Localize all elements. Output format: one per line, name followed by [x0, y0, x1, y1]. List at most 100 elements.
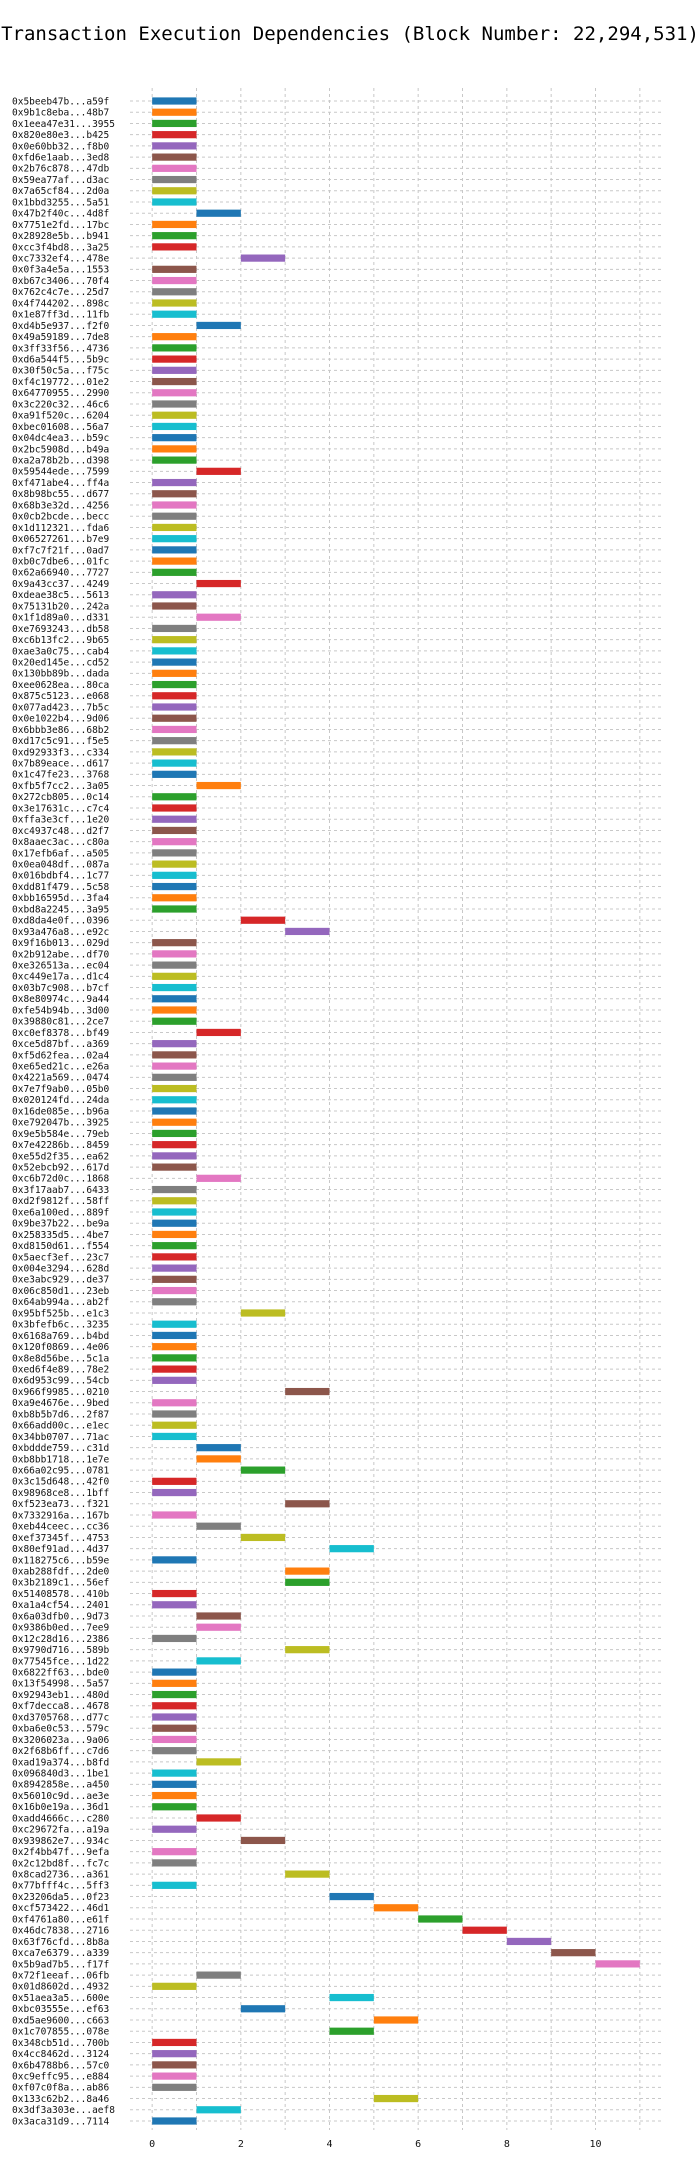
- transaction-label: 0x62a66940...7727: [12, 568, 109, 579]
- transaction-bar: [152, 939, 197, 947]
- transaction-label: 0xae3a0c75...cab4: [12, 646, 110, 657]
- transaction-label: 0xcc3f4bd8...3a25: [12, 242, 109, 253]
- transaction-label: 0x9be37b22...be9a: [12, 1219, 109, 1230]
- transaction-label: 0x939862e7...934c: [12, 1836, 109, 1847]
- transaction-bar: [240, 1533, 286, 1542]
- transaction-label: 0x3aca31d9...7114: [12, 2116, 110, 2127]
- transaction-bar: [152, 1668, 197, 1676]
- transaction-label: 0x9e5b584e...79eb: [12, 1129, 110, 1140]
- transaction-bar: [152, 1410, 197, 1418]
- transaction-bar: [152, 748, 197, 756]
- transaction-label: 0xa9e4676e...9bed: [12, 1398, 109, 1409]
- transaction-label: 0x133c62b2...8a46: [12, 2094, 110, 2105]
- transaction-label: 0x2b76c878...47db: [12, 164, 110, 175]
- transaction-bar: [152, 1152, 197, 1160]
- transaction-bar: [152, 995, 197, 1003]
- transaction-bar: [152, 243, 197, 251]
- transaction-label: 0x5beeb47b...a59f: [12, 96, 109, 107]
- transaction-label: 0x3206023a...9a06: [12, 1735, 110, 1746]
- transaction-label: 0xe7693243...db58: [12, 624, 110, 635]
- transaction-bar: [152, 1432, 197, 1441]
- transaction-bar: [196, 467, 241, 475]
- transaction-label: 0x4221a569...0474: [12, 1073, 110, 1084]
- transaction-bar: [152, 1185, 197, 1194]
- transaction-label: 0xee0628ea...80ca: [12, 680, 109, 691]
- transaction-label: 0x4f744202...898c: [12, 298, 109, 309]
- transaction-label: 0x46dc7838...2716: [12, 1926, 110, 1937]
- transaction-label: 0x2f4bb47f...9efa: [12, 1847, 109, 1858]
- transaction-label: 0x39880c81...2ce7: [12, 1017, 109, 1028]
- transaction-bar: [152, 647, 197, 655]
- transaction-bar: [152, 535, 197, 543]
- transaction-bar: [152, 1679, 197, 1687]
- transaction-bar: [152, 737, 197, 745]
- transaction-label: 0xd92933f3...c334: [12, 747, 110, 758]
- transaction-bar: [196, 1657, 241, 1665]
- transaction-bar: [152, 1219, 197, 1227]
- transaction-bar: [196, 321, 241, 330]
- transaction-bar: [152, 1780, 197, 1788]
- transaction-label: 0xd2f9812f...58ff: [12, 1196, 109, 1207]
- transaction-label: 0x17efb6af...a505: [12, 848, 109, 859]
- transaction-bar: [152, 770, 197, 778]
- transaction-label: 0xa2a78b2b...d398: [12, 456, 110, 467]
- transaction-label: 0x9386b0ed...7ee9: [12, 1623, 110, 1634]
- transaction-label: 0x3e17631c...c7c4: [12, 803, 110, 814]
- transaction-bar: [152, 131, 197, 139]
- transaction-label: 0xa91f520c...6204: [12, 411, 110, 422]
- transaction-label: 0xf7decca8...4678: [12, 1701, 110, 1712]
- transaction-bar: [152, 1163, 197, 1171]
- transaction-label: 0xbec01608...56a7: [12, 422, 109, 433]
- transaction-label: 0x75131b20...242a: [12, 601, 109, 612]
- transaction-bar: [152, 1488, 197, 1497]
- transaction-label: 0x95bf525b...e1c3: [12, 1308, 109, 1319]
- transaction-bar: [152, 333, 197, 341]
- transaction-bar: [196, 1444, 241, 1452]
- transaction-bar: [196, 2106, 241, 2114]
- transaction-bar: [152, 871, 197, 879]
- transaction-label: 0xbb16595d...3fa4: [12, 893, 110, 904]
- transaction-label: 0x2c12bd8f...fc7c: [12, 1858, 109, 1869]
- transaction-label: 0xbd8a2245...3a95: [12, 904, 109, 915]
- transaction-bar: [196, 1174, 241, 1182]
- transaction-bar: [152, 1982, 197, 1990]
- transaction-bar: [373, 2094, 419, 2103]
- transaction-label: 0x272cb805...0c14: [12, 792, 110, 803]
- transaction-label: 0x0cb2bcde...becc: [12, 512, 109, 523]
- transaction-bar: [152, 1107, 197, 1115]
- transaction-bar: [152, 1421, 197, 1429]
- transaction-label: 0x348cb51d...700b: [12, 2038, 110, 2049]
- transaction-label: 0xf4761a80...e61f: [12, 1914, 109, 1925]
- bars: [152, 97, 640, 2125]
- transaction-label: 0x9f16b013...029d: [12, 938, 109, 949]
- transaction-label: 0x6822ff63...bde0: [12, 1668, 110, 1679]
- transaction-bar: [152, 1713, 197, 1721]
- transaction-bar: [152, 445, 197, 453]
- transaction-label: 0x92943eb1...480d: [12, 1690, 109, 1701]
- transaction-label: 0xc6b72d0c...1868: [12, 1174, 110, 1185]
- transaction-bar: [152, 355, 197, 363]
- transaction-label: 0xc4937c48...d2f7: [12, 826, 109, 837]
- transaction-label: 0xf523ea73...f321: [12, 1499, 110, 1510]
- transaction-bar: [196, 781, 241, 790]
- transaction-label: 0x8aaec3ac...c80a: [12, 837, 109, 848]
- transaction-label: 0x7751e2fd...17bc: [12, 220, 109, 231]
- x-tick-labels: 0 2 4 6 8 10: [149, 2139, 601, 2150]
- transaction-label: 0x23206da5...0f23: [12, 1892, 109, 1903]
- transaction-label: 0xd8150d61...f554: [12, 1241, 110, 1252]
- transaction-bar: [152, 1825, 197, 1833]
- transaction-bar: [152, 344, 197, 352]
- transaction-bar: [152, 815, 197, 823]
- transaction-label: 0xadd4666c...c280: [12, 1813, 110, 1824]
- transaction-label: 0x020124fd...24da: [12, 1095, 109, 1106]
- x-tick-label: 6: [415, 2139, 421, 2150]
- transaction-bar: [551, 1949, 596, 1957]
- x-tick-label: 8: [504, 2139, 510, 2150]
- transaction-bar: [152, 882, 197, 891]
- transaction-label: 0x1f1d89a0...d331: [12, 613, 110, 624]
- transaction-label: 0xf7c7f21f...0ad7: [12, 545, 109, 556]
- transaction-bar: [152, 1556, 197, 1564]
- transaction-bar: [152, 1354, 197, 1362]
- transaction-label: 0x6168a769...b4bd: [12, 1331, 109, 1342]
- transaction-label: 0x3bfefb6c...3235: [12, 1320, 109, 1331]
